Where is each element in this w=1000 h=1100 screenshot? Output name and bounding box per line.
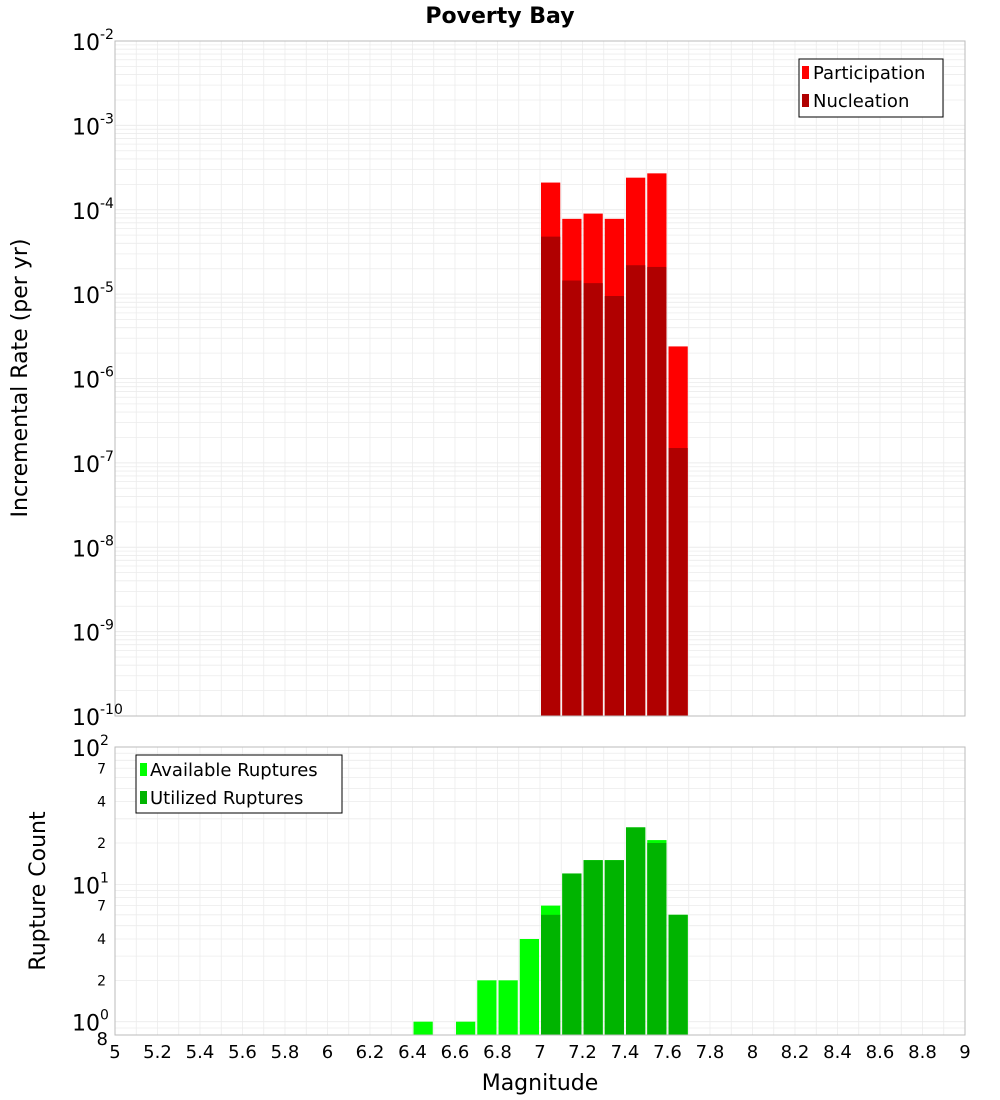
- bottom-bars: [413, 827, 688, 1035]
- bottom-y-tick-minor-label: 4: [97, 932, 106, 948]
- bottom-y-axis-label: Rupture Count: [26, 811, 51, 971]
- top-y-axis-label: Incremental Rate (per yr): [8, 239, 33, 518]
- legend-label-participation: Participation: [813, 63, 925, 84]
- top-y-tick-label: 10-8: [72, 533, 114, 562]
- bottom-y-tick-minor-label: 8: [97, 1029, 108, 1050]
- bottom-plot-frame: [114, 746, 966, 1036]
- legend-label-nucleation: Nucleation: [813, 91, 909, 112]
- top-legend-box: [798, 58, 944, 118]
- chart-title: Poverty Bay: [425, 4, 574, 29]
- bottom-bar-utilized-ruptures-7.25: [583, 860, 603, 1035]
- bottom-bar-utilized-ruptures-7.35: [604, 860, 624, 1035]
- legend-swatch-available: [140, 763, 147, 776]
- bottom-y-tick-minor-label: 7: [97, 899, 106, 915]
- bottom-bar-available-ruptures-6.45: [413, 1021, 433, 1035]
- x-tick-label: 7.6: [653, 1042, 682, 1063]
- x-ticks: 5 5.2 5.4 5.6 5.8 6 6.2 6.4 6.6 6.8 7 7.2 7.4 7.6 7.8 8…: [109, 1042, 970, 1063]
- top-y-tick-label: 10-3: [72, 111, 114, 140]
- x-tick-label: 7.2: [568, 1042, 597, 1063]
- top-bar-nucleation-7.55: [647, 266, 667, 716]
- bottom-y-tick-major-label: 101: [72, 870, 109, 899]
- x-axis-label: Magnitude: [482, 1071, 599, 1096]
- x-tick-label: 5.2: [143, 1042, 172, 1063]
- x-tick-label: 8.6: [866, 1042, 895, 1063]
- x-tick-label: 6.4: [398, 1042, 427, 1063]
- top-bar-nucleation-7.35: [604, 296, 624, 716]
- top-y-tick-label: 10-10: [72, 702, 123, 731]
- bottom-y-tick-minor-label: 7: [97, 761, 106, 777]
- bottom-bar-available-ruptures-6.85: [498, 980, 518, 1035]
- bottom-y-ticks: 100 101 102 8 2 4 7 2 4 7: [72, 733, 109, 1050]
- x-tick-label: 5.6: [228, 1042, 257, 1063]
- legend-swatch-nucleation: [802, 94, 809, 107]
- legend-swatch-utilized: [140, 791, 147, 804]
- x-tick-label: 6.6: [441, 1042, 470, 1063]
- x-tick-label: 6.8: [483, 1042, 512, 1063]
- bottom-bar-utilized-ruptures-7.15: [562, 873, 582, 1035]
- legend-label-utilized: Utilized Ruptures: [150, 788, 303, 809]
- bottom-bar-utilized-ruptures-7.05: [541, 914, 561, 1035]
- top-bar-nucleation-7.25: [583, 283, 603, 716]
- x-tick-label: 6.2: [356, 1042, 385, 1063]
- x-tick-label: 9: [959, 1042, 970, 1063]
- top-y-tick-label: 10-9: [72, 618, 114, 647]
- top-bars: [541, 173, 688, 717]
- x-tick-label: 8.4: [823, 1042, 852, 1063]
- bottom-legend: Available Ruptures Utilized Ruptures: [135, 754, 343, 814]
- bottom-bar-available-ruptures-6.75: [477, 980, 497, 1035]
- bottom-y-tick-minor-label: 4: [97, 795, 106, 811]
- top-legend: Participation Nucleation: [798, 58, 944, 118]
- bottom-y-tick-minor-label: 2: [97, 973, 106, 989]
- x-tick-label: 5.4: [186, 1042, 215, 1063]
- legend-label-available: Available Ruptures: [150, 760, 318, 781]
- x-tick-label: 7: [534, 1042, 545, 1063]
- bottom-y-tick-major-label: 100: [72, 1008, 109, 1037]
- x-tick-label: 6: [322, 1042, 333, 1063]
- x-tick-label: 8.8: [908, 1042, 937, 1063]
- bottom-bar-utilized-ruptures-7.65: [668, 914, 688, 1035]
- top-plot-frame: [114, 40, 966, 717]
- bottom-bar-available-ruptures-6.65: [456, 1021, 476, 1035]
- top-bar-nucleation-7.15: [562, 280, 582, 716]
- top-bar-nucleation-7.45: [626, 265, 646, 716]
- x-tick-label: 7.8: [696, 1042, 725, 1063]
- bottom-y-tick-minor-label: 2: [97, 836, 106, 852]
- bottom-bar-available-ruptures-6.95: [519, 939, 539, 1035]
- top-y-tick-label: 10-7: [72, 449, 114, 478]
- bottom-grid: [114, 747, 966, 1036]
- x-tick-label: 5.8: [271, 1042, 300, 1063]
- x-tick-label: 5: [109, 1042, 120, 1063]
- legend-swatch-participation: [802, 66, 809, 79]
- top-y-tick-label: 10-2: [72, 27, 114, 56]
- bottom-bar-utilized-ruptures-7.45: [626, 827, 646, 1035]
- x-tick-label: 8: [747, 1042, 758, 1063]
- top-y-tick-label: 10-4: [72, 196, 114, 225]
- top-y-tick-label: 10-5: [72, 280, 114, 309]
- x-tick-label: 8.2: [781, 1042, 810, 1063]
- top-bar-nucleation-7.65: [668, 448, 688, 716]
- bottom-y-tick-major-label: 102: [72, 733, 109, 762]
- bottom-legend-box: [135, 754, 343, 814]
- top-grid: [114, 41, 966, 717]
- bottom-bar-utilized-ruptures-7.55: [647, 843, 667, 1035]
- top-bar-nucleation-7.05: [541, 236, 561, 716]
- x-tick-label: 7.4: [611, 1042, 640, 1063]
- top-y-ticks: 10-10 10-9 10-8 10-7 10-6 10-5 10-4 10-3 10-2: [72, 27, 123, 731]
- top-y-tick-label: 10-6: [72, 365, 114, 394]
